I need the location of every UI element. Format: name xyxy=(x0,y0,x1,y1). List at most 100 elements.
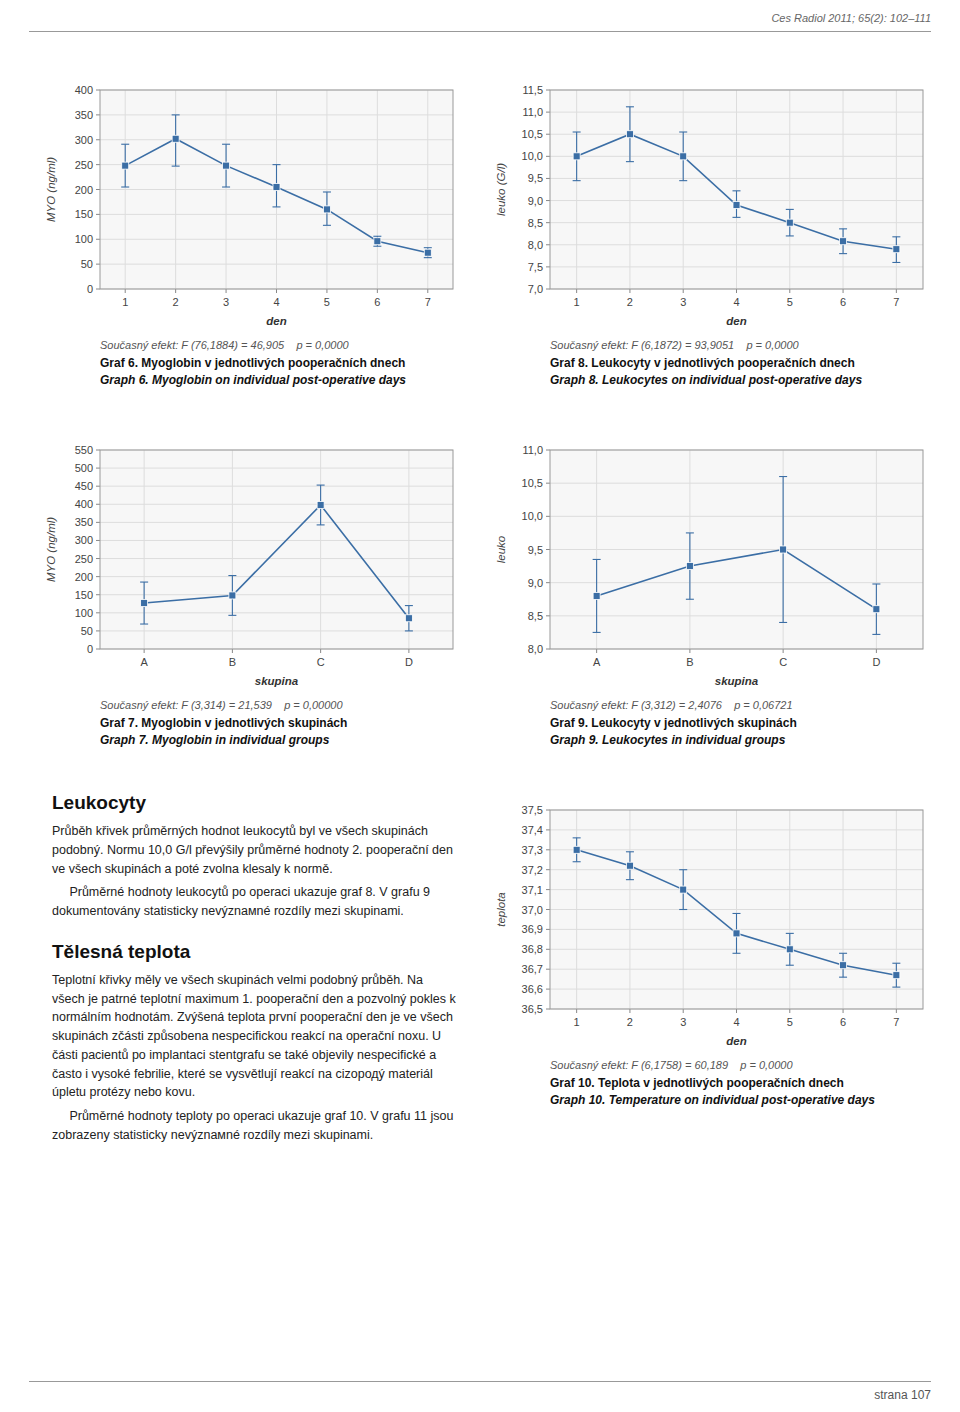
tick-mark xyxy=(629,289,630,293)
error-cap xyxy=(626,851,634,852)
error-cap xyxy=(373,246,381,247)
grid-line xyxy=(789,810,790,1009)
plot-frame xyxy=(100,450,453,649)
data-point xyxy=(626,862,633,869)
chart: 0501001502002503003504001234567MYO (ng/m… xyxy=(40,80,465,387)
x-axis-label: skupina xyxy=(715,675,759,687)
tick-label: 36,9 xyxy=(522,923,543,935)
grid-line xyxy=(576,90,577,289)
plot-frame xyxy=(100,90,453,289)
tick-mark xyxy=(546,516,550,517)
rule xyxy=(29,1381,931,1382)
plot-background xyxy=(100,90,453,289)
error-bar xyxy=(593,559,601,632)
page: Ces Radiol 2011; 65(2): 102–111strana 10… xyxy=(0,0,960,1412)
error-bar xyxy=(323,192,331,225)
tick-mark xyxy=(576,289,577,293)
tick-mark xyxy=(96,114,100,115)
tick-mark xyxy=(876,649,877,653)
data-point xyxy=(780,546,787,553)
tick-label: 2 xyxy=(173,296,179,308)
data-layer xyxy=(573,838,901,987)
x-axis-label: den xyxy=(266,315,286,327)
grid-line xyxy=(326,90,327,289)
error-bar xyxy=(679,132,687,181)
grid-line xyxy=(232,450,233,649)
tick-mark xyxy=(546,222,550,223)
error-cap xyxy=(121,144,129,145)
text-column: LeukocytyPrůběh křivek průměrných hodnot… xyxy=(52,792,457,1165)
error-bar xyxy=(626,107,634,162)
tick-mark xyxy=(576,1009,577,1013)
tick-mark xyxy=(96,214,100,215)
error-cap xyxy=(839,253,847,254)
error-cap xyxy=(679,131,687,132)
tick-label: 50 xyxy=(81,625,93,637)
tick-mark xyxy=(546,90,550,91)
tick-mark xyxy=(546,989,550,990)
tick-label: 37,0 xyxy=(522,904,543,916)
error-cap xyxy=(679,180,687,181)
chart-subtitle: Současný efekt: F (76,1884) = 46,905 p =… xyxy=(100,339,465,351)
chart-title: Graf 8. Leukocyty v jednotlivých poopera… xyxy=(550,356,935,370)
tick-label: B xyxy=(229,656,236,668)
error-cap xyxy=(786,209,794,210)
tick-label: 5 xyxy=(324,296,330,308)
data-point xyxy=(405,615,412,622)
tick-mark xyxy=(546,1009,550,1010)
tick-label: 7,5 xyxy=(528,261,543,273)
grid-line xyxy=(100,558,453,559)
tick-label: 6 xyxy=(840,1016,846,1028)
tick-mark xyxy=(546,649,550,650)
grid-line xyxy=(100,576,453,577)
tick-mark xyxy=(546,200,550,201)
tick-mark xyxy=(843,1009,844,1013)
caption: Současný efekt: F (3,312) = 2,4076 p = 0… xyxy=(490,699,935,747)
error-cap xyxy=(573,837,581,838)
error-cap xyxy=(892,987,900,988)
data-point xyxy=(786,219,793,226)
tick-label: 3 xyxy=(223,296,229,308)
tick-mark xyxy=(783,649,784,653)
tick-label: 0 xyxy=(87,283,93,295)
error-cap xyxy=(679,869,687,870)
grid-line xyxy=(226,90,227,289)
tick-label: 550 xyxy=(75,444,93,456)
error-cap xyxy=(573,131,581,132)
grid-line xyxy=(683,90,684,289)
tick-label: 200 xyxy=(75,184,93,196)
error-cap xyxy=(140,623,148,624)
tick-label: 100 xyxy=(75,607,93,619)
error-bar xyxy=(733,191,741,218)
error-cap xyxy=(786,933,794,934)
chart: 8,08,59,09,510,010,511,0ABCDleukoskupina… xyxy=(490,440,935,747)
tick-label: 9,5 xyxy=(528,172,543,184)
tick-label: A xyxy=(140,656,148,668)
tick-label: 4 xyxy=(273,296,279,308)
error-bar xyxy=(172,115,180,166)
tick-mark xyxy=(96,576,100,577)
chart-svg: 050100150200250300350400450500550ABCDMYO… xyxy=(40,440,465,695)
tick-mark xyxy=(546,949,550,950)
grid-line xyxy=(629,810,630,1009)
tick-mark xyxy=(546,266,550,267)
error-cap xyxy=(779,622,787,623)
error-cap xyxy=(892,963,900,964)
tick-mark xyxy=(546,929,550,930)
caption: Současný efekt: F (6,1872) = 93,9051 p =… xyxy=(490,339,935,387)
error-cap xyxy=(424,257,432,258)
error-cap xyxy=(686,599,694,600)
data-point xyxy=(893,246,900,253)
tick-mark xyxy=(546,810,550,811)
paragraph: Průměrné hodnoty leukocytů po operaci uk… xyxy=(52,883,457,921)
data-point xyxy=(317,501,324,508)
tick-label: 5 xyxy=(787,296,793,308)
axes: 8,08,59,09,510,010,511,0ABCD xyxy=(522,444,923,668)
grid-line xyxy=(550,483,923,484)
chart-title-en: Graph 10. Temperature on individual post… xyxy=(550,1093,935,1107)
x-axis-label: skupina xyxy=(255,675,299,687)
chart: 7,07,58,08,59,09,510,010,511,011,5123456… xyxy=(490,80,935,387)
tick-label: 37,2 xyxy=(522,864,543,876)
tick-label: 9,0 xyxy=(528,577,543,589)
error-bar xyxy=(222,144,230,187)
